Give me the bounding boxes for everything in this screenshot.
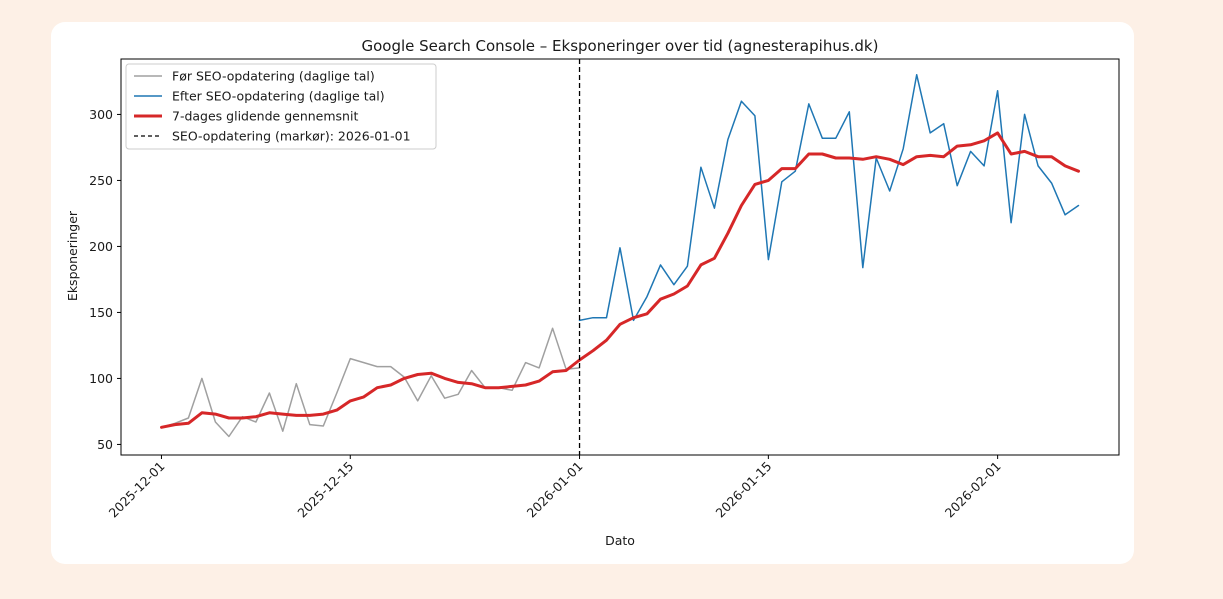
y-tick-label: 100 xyxy=(89,371,113,386)
series-moving-average-line xyxy=(160,131,1080,429)
x-tick-label: 2025-12-15 xyxy=(294,459,356,521)
y-tick-label: 200 xyxy=(89,239,113,254)
y-axis-label: Eksponeringer xyxy=(65,210,80,301)
legend-label-before: Før SEO-opdatering (daglige tal) xyxy=(172,69,375,84)
x-axis-label: Dato xyxy=(605,533,635,548)
legend-box xyxy=(125,63,437,150)
axes: 50 100 150 200 250 300 2025-12-01 2025-12-15 202… xyxy=(89,107,1004,521)
series-before-line xyxy=(160,327,581,438)
legend-label-after: Efter SEO-opdatering (daglige tal) xyxy=(172,89,385,104)
y-tick-label: 50 xyxy=(97,437,113,452)
legend: Før SEO-opdatering (daglige tal) Efter S… xyxy=(125,63,437,150)
chart-title: Google Search Console – Eksponeringer ov… xyxy=(362,37,879,55)
y-tick-label: 300 xyxy=(89,107,113,122)
x-tick-label: 2026-02-01 xyxy=(942,459,1004,521)
legend-label-moving-average: 7-dages glidende gennemsnit xyxy=(172,109,358,124)
x-tick-label: 2026-01-15 xyxy=(712,459,774,521)
x-tick-label: 2025-12-01 xyxy=(106,459,168,521)
plot-area xyxy=(160,59,1080,455)
y-tick-label: 150 xyxy=(89,305,113,320)
y-tick-label: 250 xyxy=(89,173,113,188)
x-tick-label: 2026-01-01 xyxy=(524,459,586,521)
legend-label-marker: SEO-opdatering (markør): 2026-01-01 xyxy=(172,129,411,144)
series-after-line xyxy=(578,74,1080,322)
plot-frame xyxy=(120,58,1120,456)
